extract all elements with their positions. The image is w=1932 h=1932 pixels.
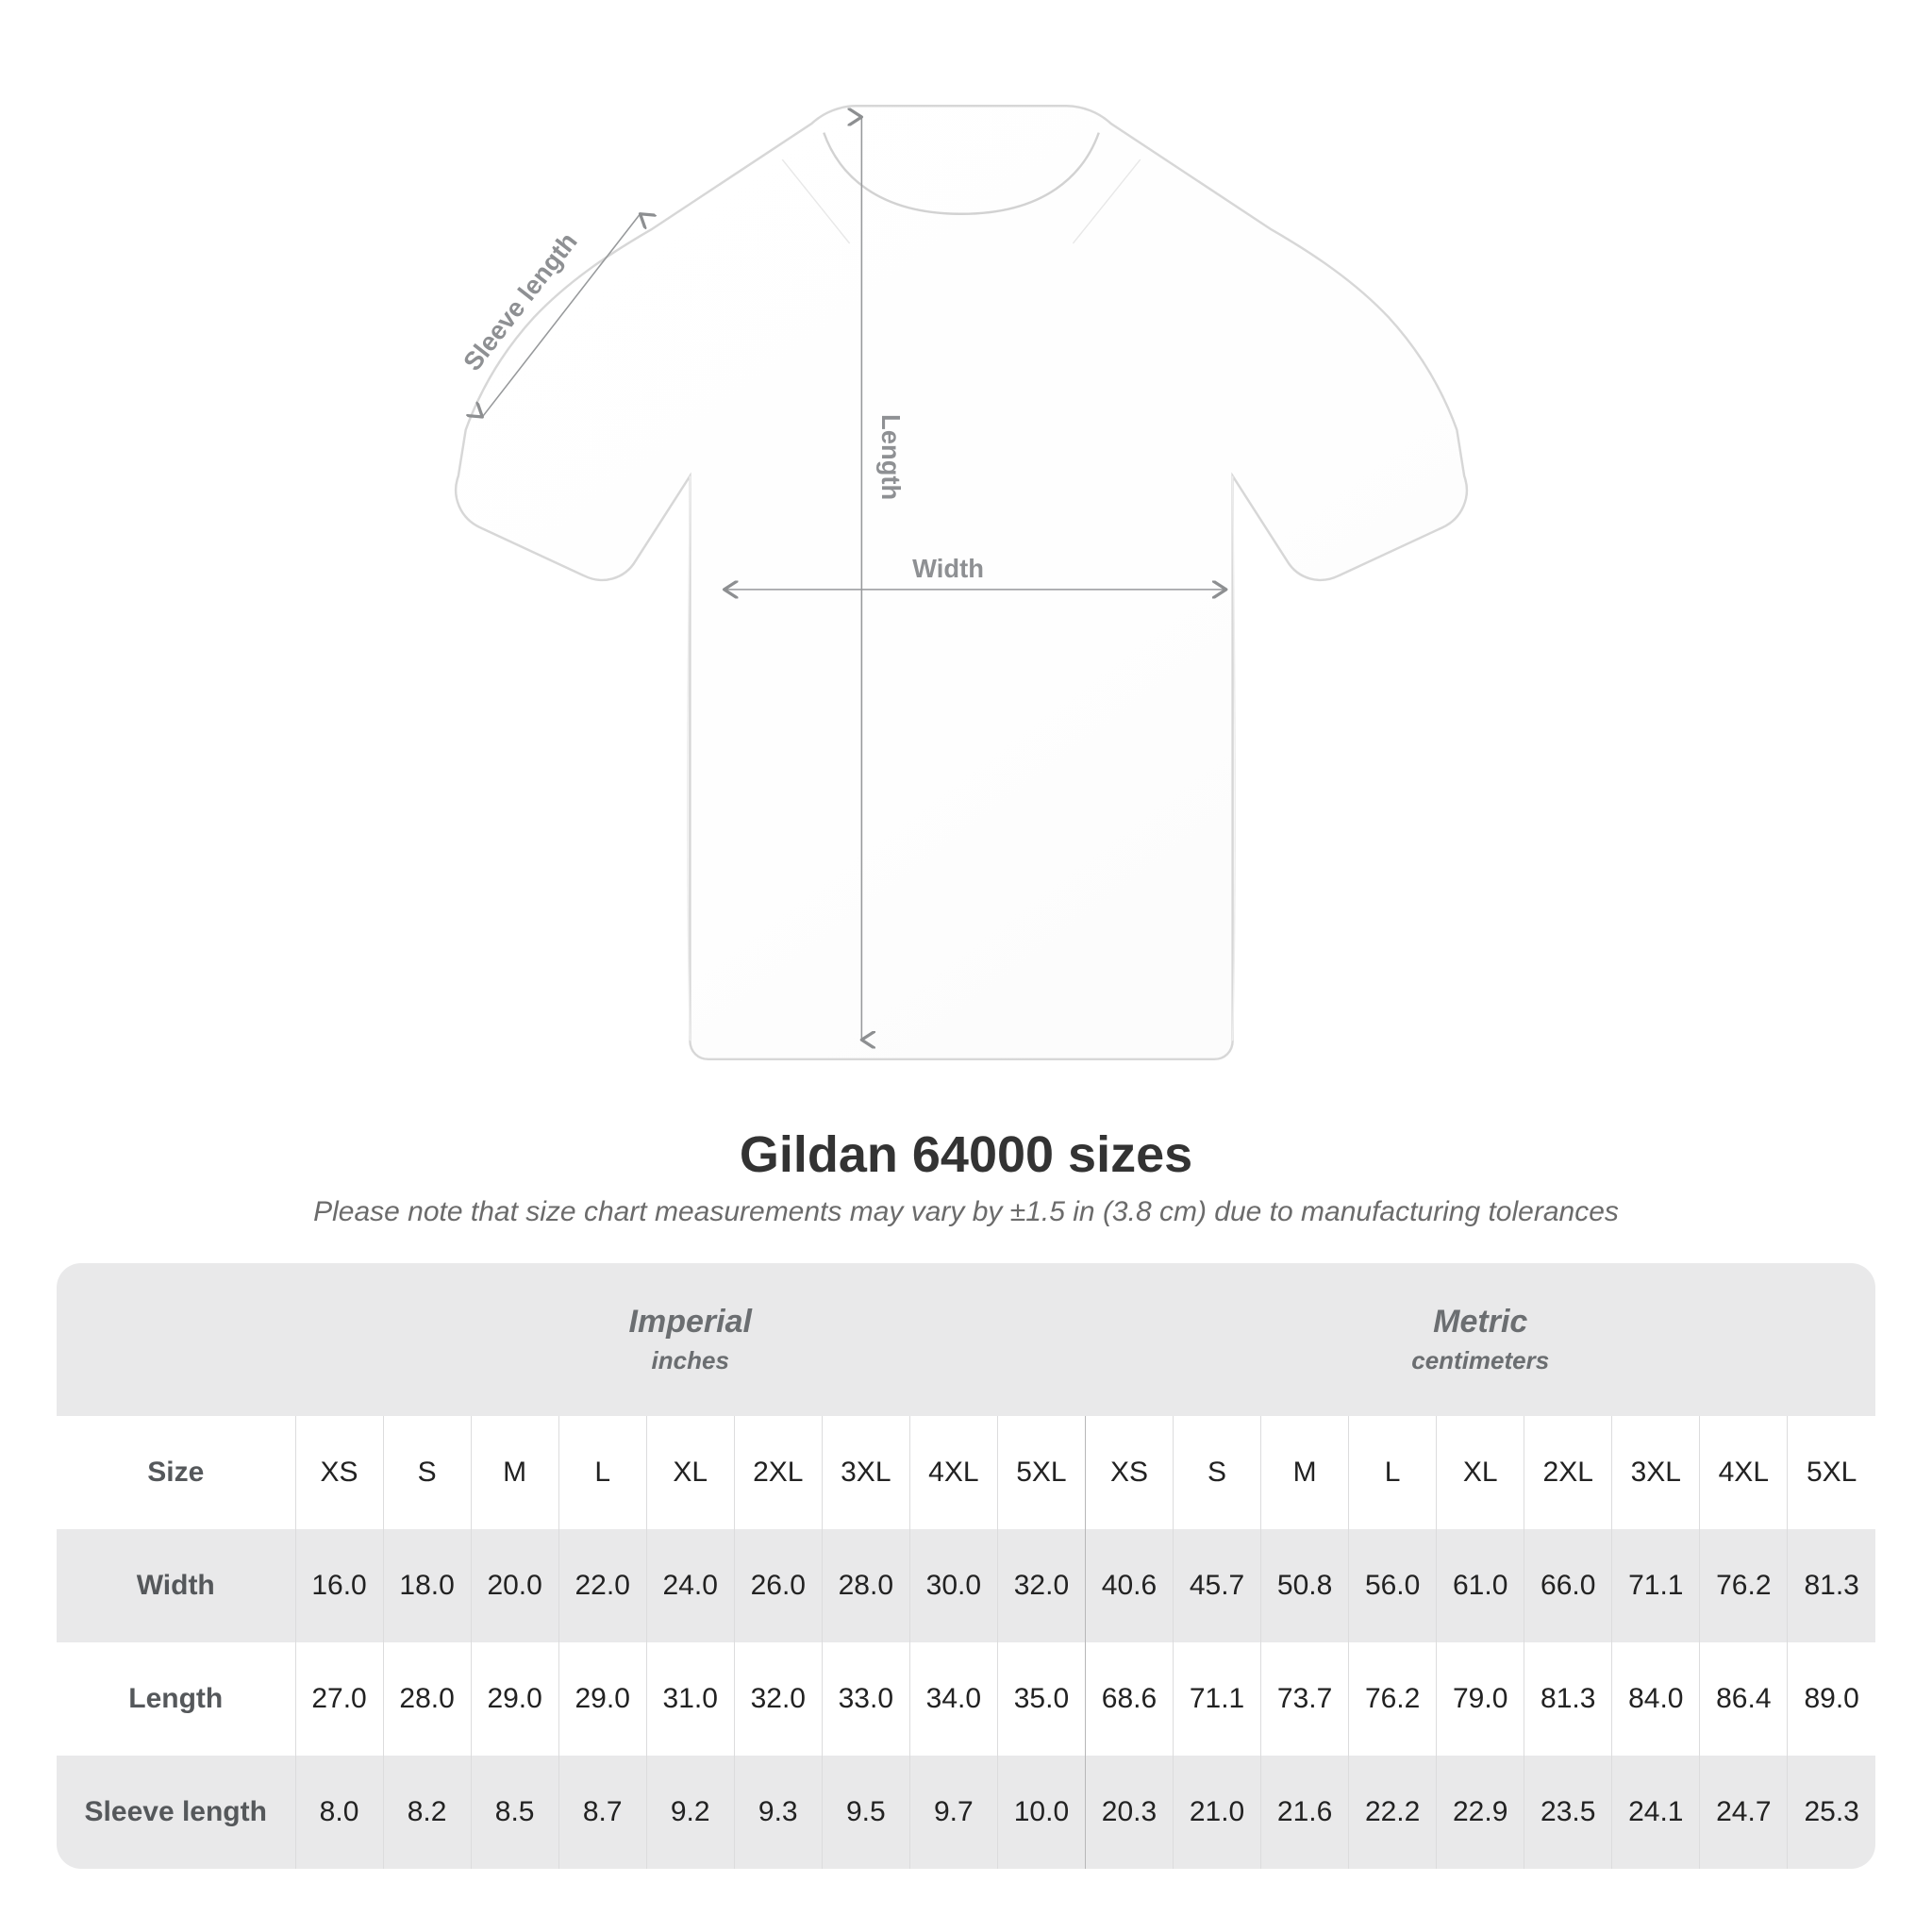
svg-text:Length: Length (876, 414, 906, 500)
svg-text:Width: Width (912, 554, 984, 583)
